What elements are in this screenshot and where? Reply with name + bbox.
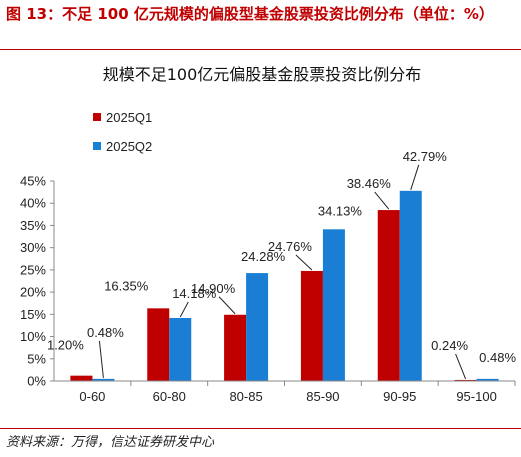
legend-swatch-2025q1 [93,113,101,121]
data-labels: 1.20% 16.35% 14.90% 24.76% 38.46% 0.24% 0.48% 1… [47,149,516,380]
data-label-2025q1-80-85: 14.90% [191,281,236,296]
data-label-2025q1-0-60: 1.20% [47,338,84,353]
bar-2025q2-85-90 [322,229,345,381]
bar-2025q1-60-80 [147,308,170,381]
label-leader-line [410,164,420,190]
legend-label-2025q2: 2025Q2 [106,139,152,154]
figure-caption: 图 13：不足 100 亿元规模的偏股型基金股票投资比例分布（单位：%） [6,5,494,23]
bars [70,190,499,381]
bar-2025q1-0-60 [70,375,93,381]
label-leader-line [295,254,313,271]
bar-2025q1-95-100 [454,379,477,381]
chart-title: 规模不足100亿元偏股基金股票投资比例分布 [103,65,422,84]
y-axis: 0% 5% 10% 15% 20% 25% 30% 35% 40% 45% [20,174,55,389]
data-label-2025q1-90-95: 38.46% [347,176,392,191]
data-label-2025q2-0-60: 0.48% [87,325,124,340]
source-rule [0,428,521,429]
label-leader-line [374,191,390,210]
data-label-2025q2-90-95: 42.79% [403,149,448,164]
x-axis: 0-60 60-80 80-85 85-90 90-95 95-100 [54,380,516,404]
data-label-2025q1-60-80: 16.35% [104,278,149,293]
bar-2025q2-90-95 [399,190,422,381]
label-leader-line [218,296,236,315]
x-tick-label: 85-90 [306,389,339,404]
bar-2025q2-95-100 [476,378,499,381]
y-tick-label: 20% [20,285,46,300]
data-label-2025q1-85-90: 24.76% [268,239,313,254]
label-leader-line [179,301,189,318]
bar-2025q2-80-85 [246,273,269,381]
label-leader-line [98,340,104,378]
y-tick-label: 45% [20,174,46,189]
legend-label-2025q1: 2025Q1 [106,110,152,125]
y-tick-label: 25% [20,262,46,277]
legend-swatch-2025q2 [93,142,101,150]
y-tick-label: 40% [20,196,46,211]
bar-2025q2-60-80 [169,317,192,381]
x-tick-label: 80-85 [229,389,262,404]
y-tick-label: 10% [20,329,46,344]
legend: 2025Q1 2025Q2 [93,110,152,154]
label-leader-line [455,353,467,380]
y-tick-label: 5% [27,351,46,366]
caption-rule [0,49,521,50]
bar-2025q1-90-95 [377,210,400,381]
x-tick-label: 0-60 [79,389,105,404]
x-tick-label: 60-80 [153,389,186,404]
y-tick-label: 0% [27,374,46,389]
bar-2025q2-0-60 [92,378,115,381]
bar-2025q1-80-85 [224,314,247,381]
data-label-2025q1-95-100: 0.24% [431,338,468,353]
source-note: 资料来源：万得，信达证券研发中心 [6,435,215,450]
x-tick-label: 95-100 [456,389,496,404]
y-tick-label: 35% [20,218,46,233]
data-label-2025q2-80-85: 24.28% [241,249,286,264]
data-label-2025q2-60-80: 14.18% [172,286,217,301]
data-label-2025q2-85-90: 34.13% [318,203,363,218]
y-tick-label: 15% [20,307,46,322]
x-tick-label: 90-95 [383,389,416,404]
y-tick-label: 30% [20,240,46,255]
bar-2025q1-85-90 [300,270,323,381]
data-label-2025q2-95-100: 0.48% [479,350,516,365]
